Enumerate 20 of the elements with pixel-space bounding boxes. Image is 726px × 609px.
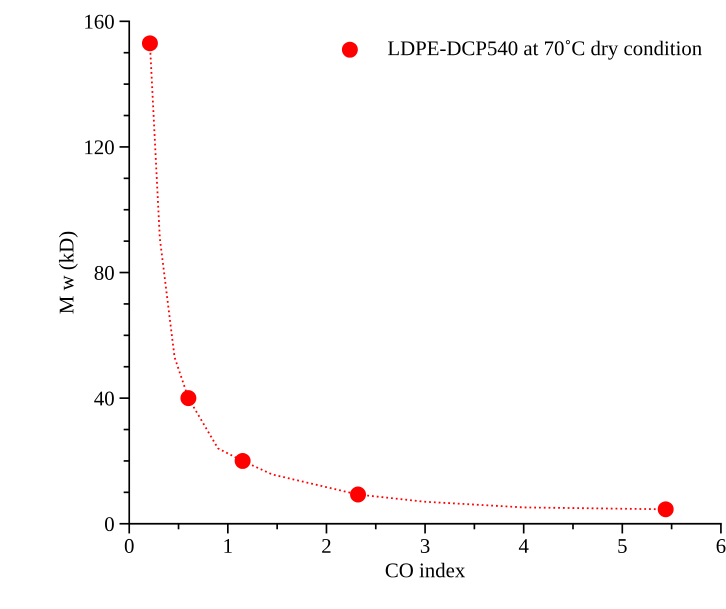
point [142,35,158,52]
legend-label: LDPE-DCP540 at 70˚C dry condition [388,40,702,60]
point [658,501,674,518]
x-tick-label: 6 [716,538,726,553]
y-tick-label: 80 [94,266,114,280]
x-tick-label: 2 [322,538,331,553]
x-axis-title: CO index [386,562,466,578]
x-tick-label: 3 [420,538,430,553]
y-axis-title: M w (kD) [58,232,78,314]
y-tick-label: 120 [85,140,114,154]
y-tick-label: 0 [105,517,114,532]
y-tick-label: 160 [85,14,114,29]
point [180,390,196,406]
y-tick-label: 40 [94,392,114,406]
x-tick-label: 0 [124,538,134,553]
x-tick-label: 4 [518,539,529,553]
point [234,452,251,469]
x-tick-label: 1 [224,539,232,553]
x-tick-label: 5 [618,539,627,553]
point [350,486,366,503]
